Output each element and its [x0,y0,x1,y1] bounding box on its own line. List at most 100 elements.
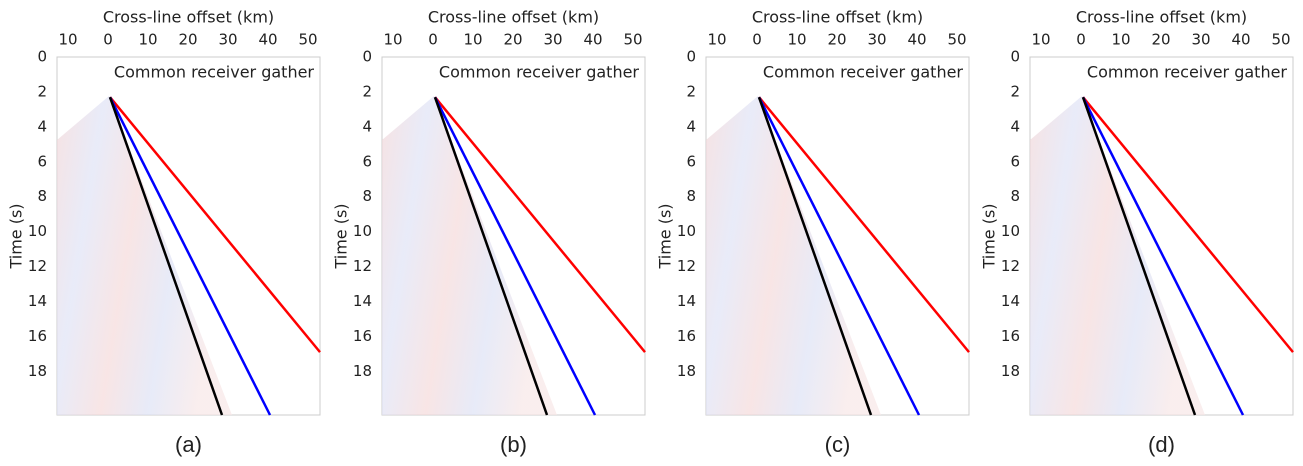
x-axis-label: Cross-line offset (km) [428,8,599,27]
y-tick-label: 16 [353,327,372,345]
y-tick-label: 12 [28,257,47,275]
x-axis-label: Cross-line offset (km) [103,8,274,27]
y-tick-label: 2 [686,82,696,100]
y-tick-label: 2 [37,82,47,100]
y-tick-label: 12 [677,257,696,275]
y-tick-label: 4 [37,117,47,135]
x-tick-label: 50 [623,31,642,49]
y-tick-label: 8 [686,187,696,205]
x-tick-label: 30 [543,31,562,49]
line [434,96,646,353]
y-tick-label: 14 [353,292,372,310]
y-tick-label: 2 [1010,82,1020,100]
y-tick-label: 10 [1001,222,1020,240]
y-tick-label: 6 [1010,152,1020,170]
x-tick-label: 0 [752,31,762,49]
x-tick-label: 40 [258,31,277,49]
line [108,96,272,416]
x-tick-label: 20 [178,31,197,49]
x-tick-label: 30 [1191,31,1210,49]
y-tick-label: 0 [37,48,47,66]
y-tick-label: 6 [686,152,696,170]
x-tick-label: 10 [383,31,402,49]
caption: (d) [1148,432,1175,457]
x-tick-label: 30 [867,31,886,49]
line [108,96,224,416]
x-axis-label: Cross-line offset (km) [1076,8,1247,27]
wavefield-texture [706,96,881,415]
y-tick-label: 4 [686,117,696,135]
y-tick-label: 10 [28,222,47,240]
wavefield-texture [382,96,557,415]
x-tick-label: 20 [1151,31,1170,49]
x-tick-label: 10 [138,31,157,49]
x-tick-label: 0 [1076,31,1086,49]
annotation: Common receiver gather [1087,63,1288,82]
line [109,96,321,353]
line [757,96,921,416]
annotation: Common receiver gather [439,63,640,82]
panel: 10 0 10 20 30 40 50 0 2 4 6 8 10 12 14 16 18 Cross-line o… [7,8,321,457]
line [1081,96,1245,416]
x-tick-label: 10 [787,31,806,49]
y-tick-label: 14 [28,292,47,310]
caption: (b) [500,432,527,457]
x-tick-label: 40 [583,31,602,49]
y-tick-label: 6 [37,152,47,170]
x-tick-label: 20 [503,31,522,49]
x-tick-label: 40 [1231,31,1250,49]
y-tick-label: 16 [28,327,47,345]
y-tick-label: 12 [1001,257,1020,275]
caption: (a) [175,432,202,457]
panel: 10 0 10 20 30 40 50 0 2 4 6 8 10 12 14 16 18 Cross-line o… [332,8,646,457]
y-tick-label: 18 [353,362,372,380]
panel: 10 0 10 20 30 40 50 0 2 4 6 8 10 12 14 16 18 Cross-line o… [980,8,1294,457]
y-tick-label: 16 [1001,327,1020,345]
y-tick-label: 10 [353,222,372,240]
y-tick-label: 16 [677,327,696,345]
x-tick-label: 50 [947,31,966,49]
annotation: Common receiver gather [114,63,315,82]
y-tick-label: 4 [1010,117,1020,135]
x-tick-label: 40 [907,31,926,49]
y-tick-label: 10 [677,222,696,240]
line [757,96,873,416]
y-tick-label: 0 [362,48,372,66]
y-tick-label: 12 [353,257,372,275]
x-tick-label: 10 [463,31,482,49]
x-tick-label: 20 [827,31,846,49]
y-tick-label: 8 [1010,187,1020,205]
y-tick-label: 2 [362,82,372,100]
panel: 10 0 10 20 30 40 50 0 2 4 6 8 10 12 14 16 18 Cross-line o… [656,8,970,457]
line [1081,96,1197,416]
x-tick-label: 10 [1031,31,1050,49]
y-tick-label: 4 [362,117,372,135]
y-tick-label: 18 [677,362,696,380]
y-tick-label: 8 [362,187,372,205]
y-tick-label: 6 [362,152,372,170]
x-tick-label: 50 [298,31,317,49]
line [433,96,597,416]
caption: (c) [825,432,851,457]
x-tick-label: 10 [707,31,726,49]
y-axis-label: Time (s) [7,203,26,269]
y-tick-label: 18 [28,362,47,380]
x-tick-label: 50 [1271,31,1290,49]
y-tick-label: 18 [1001,362,1020,380]
y-tick-label: 0 [1010,48,1020,66]
y-axis-label: Time (s) [656,203,675,269]
line [1082,96,1294,353]
x-tick-label: 30 [218,31,237,49]
annotation: Common receiver gather [763,63,964,82]
y-tick-label: 8 [37,187,47,205]
x-axis-label: Cross-line offset (km) [752,8,923,27]
x-tick-label: 0 [428,31,438,49]
x-tick-label: 10 [58,31,77,49]
x-tick-label: 0 [103,31,113,49]
y-tick-label: 14 [1001,292,1020,310]
y-tick-label: 14 [677,292,696,310]
wavefield-texture [1030,96,1205,415]
y-axis-label: Time (s) [332,203,351,269]
x-tick-label: 10 [1111,31,1130,49]
